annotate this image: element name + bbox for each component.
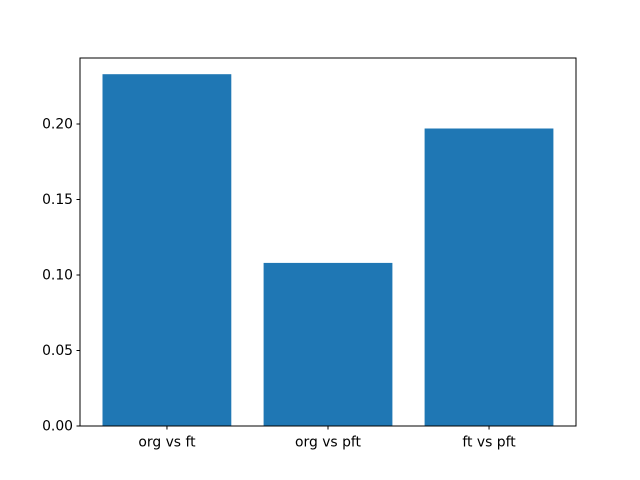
y-tick-label: 0.00: [42, 419, 73, 435]
y-tick-label: 0.05: [42, 343, 73, 359]
axes-spines: [79, 57, 577, 427]
y-tick-label: 0.20: [42, 116, 73, 132]
y-tick-label: 0.10: [42, 267, 73, 283]
bar-0: [102, 74, 232, 426]
y-tick-label: 0.15: [42, 192, 73, 208]
x-tick-label: org vs pft: [295, 435, 362, 451]
bar-2: [424, 128, 554, 426]
bar-1: [263, 262, 393, 426]
x-tick-label: org vs ft: [138, 435, 196, 451]
x-tick-label: ft vs pft: [462, 435, 516, 451]
